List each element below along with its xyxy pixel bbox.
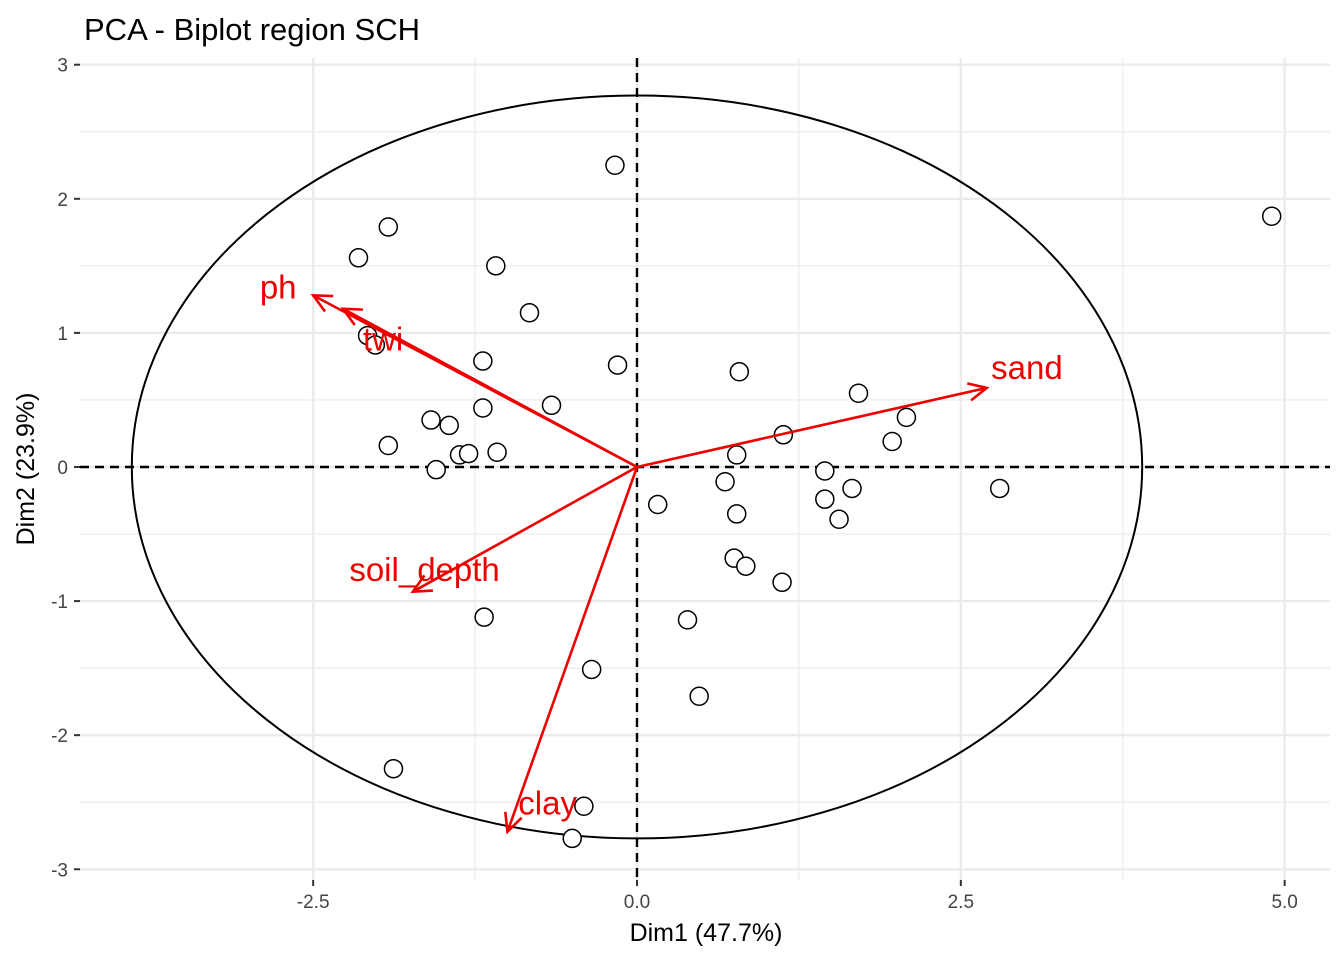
data-point [726, 504, 747, 524]
x-tick-label: 2.5 [948, 892, 974, 913]
data-point [378, 217, 399, 237]
y-tick-label: -2 [51, 726, 68, 747]
data-point [439, 415, 459, 436]
data-point [458, 443, 479, 464]
correlation-ellipse-layer [130, 94, 1144, 840]
data-point [519, 303, 540, 323]
data-point [574, 796, 594, 816]
data-point [689, 686, 709, 707]
data-point [726, 445, 747, 465]
y-tick-label: 3 [57, 56, 68, 77]
variable-arrow-clay [506, 466, 639, 833]
x-tick-label: 5.0 [1271, 892, 1297, 913]
data-point [772, 572, 792, 593]
data-point [383, 758, 404, 779]
data-point [426, 459, 446, 480]
data-point [736, 556, 756, 576]
data-point [421, 410, 441, 430]
variable-label-clay: clay [518, 785, 577, 822]
variable-arrowhead-sand [966, 382, 990, 402]
variable-label-twi: twi [363, 321, 403, 358]
variable-label-sand: sand [991, 349, 1063, 386]
variable-arrowhead-ph [310, 293, 334, 313]
data-point [815, 461, 835, 481]
data-point [607, 355, 628, 375]
data-point [989, 478, 1010, 499]
data-point [473, 351, 493, 371]
data-point [474, 607, 494, 627]
axis-ticks: -2.5 0.0 2.5 5.0 -3 -2 -1 0 1 2 3 [51, 56, 1298, 913]
data-point [848, 383, 869, 403]
x-tick-label: -2.5 [297, 892, 330, 913]
data-point [562, 828, 582, 849]
y-tick-label: -1 [51, 592, 68, 613]
variable-arrow-soil_depth [412, 465, 638, 593]
y-axis-title: Dim2 (23.9%) [12, 393, 40, 546]
data-point [882, 431, 902, 452]
data-point [365, 335, 386, 355]
y-tick-label: 2 [57, 190, 68, 211]
variable-arrow-twi [342, 307, 638, 469]
x-tick-label: 0.0 [624, 892, 650, 913]
correlation-ellipse [130, 94, 1144, 840]
data-point [541, 395, 562, 416]
data-point [829, 509, 849, 530]
data-point [647, 494, 668, 515]
chart-title: PCA - Biplot region SCH [84, 12, 420, 47]
x-axis-title: Dim1 (47.7%) [630, 919, 783, 947]
data-point [729, 362, 750, 382]
data-point [815, 489, 835, 509]
variable-label-ph: ph [260, 268, 297, 305]
data-point [473, 398, 493, 418]
data-point [487, 442, 507, 462]
variable-arrow-sand [636, 386, 988, 469]
individual-points [348, 155, 1282, 849]
variable-arrowhead-twi [340, 307, 363, 326]
y-tick-label: 1 [57, 324, 68, 345]
data-point [896, 407, 917, 428]
data-point [348, 248, 369, 268]
data-point [677, 610, 698, 630]
data-point [378, 435, 399, 456]
variable-label-soil_depth: soil_depth [349, 551, 499, 588]
data-point [605, 155, 625, 176]
data-point [486, 256, 506, 276]
data-point [1261, 206, 1282, 226]
variable-arrowhead-clay [503, 811, 523, 835]
y-tick-label: -3 [51, 860, 68, 881]
y-tick-label: 0 [57, 458, 68, 479]
data-point [715, 471, 735, 492]
data-point [842, 478, 862, 499]
data-point [581, 659, 602, 680]
variable-arrowhead-soil_depth [410, 574, 433, 594]
